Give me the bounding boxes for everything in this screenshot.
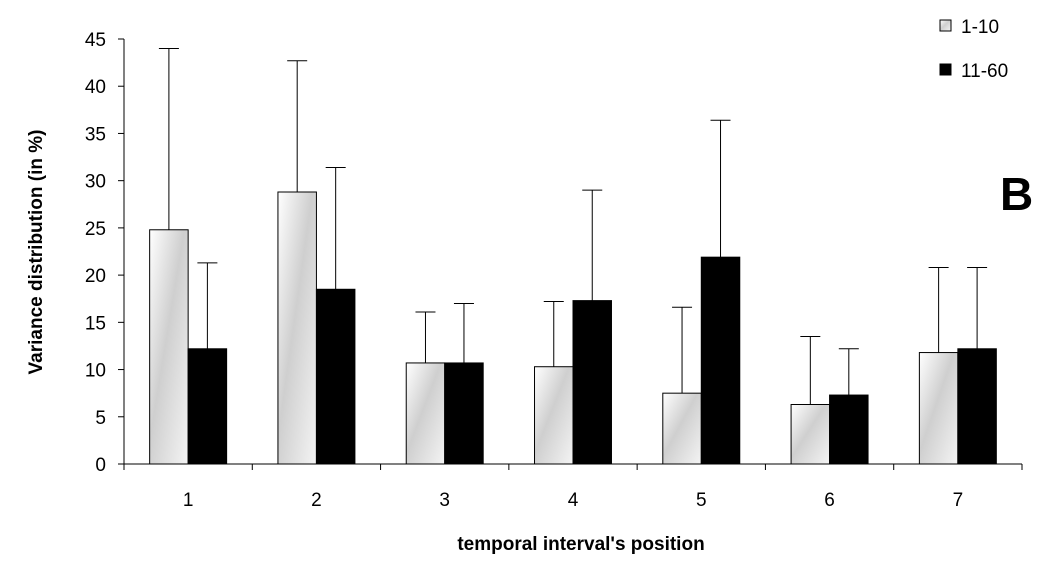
bar-series-1-10 [534,366,574,465]
bar-series-11-60 [957,348,997,465]
x-tick-label: 2 [311,490,322,511]
legend-label-1-10: 1-10 [961,17,999,38]
bar-series-11-60 [700,256,741,465]
bar-series-11-60 [572,300,612,465]
bar-series-1-10 [405,362,446,465]
y-tick-label: 30 [85,172,106,193]
x-tick-label: 7 [953,490,964,511]
y-tick-label: 10 [85,361,106,382]
bar-series-1-10 [662,392,702,465]
legend-swatch-1-10 [939,19,952,32]
y-tick-label: 5 [95,408,106,429]
y-tick-label: 15 [85,313,106,334]
legend: 1-10 11-60 [939,17,1008,82]
bar-series-1-10 [149,229,189,465]
bar-series-11-60 [187,348,228,465]
bar-series-11-60 [829,394,869,465]
bar-series-1-10 [918,352,959,465]
y-tick-label: 35 [85,124,106,145]
x-tick-label: 5 [696,490,707,511]
legend-label-11-60: 11-60 [961,61,1008,82]
x-axis-title: temporal interval's position [457,534,704,555]
panel-label: B [1000,168,1033,220]
bar-series-1-10 [277,191,317,465]
x-tick-label: 6 [824,490,835,511]
x-tick-label: 1 [183,490,194,511]
y-tick-label: 0 [95,455,106,476]
bar-series-1-10 [790,404,831,465]
x-tick-label: 4 [568,490,579,511]
y-axis-title: Variance distribution (in %) [26,130,47,375]
y-tick-label: 40 [85,77,106,98]
y-tick-label: 20 [85,266,106,287]
bar-series-11-60 [315,288,356,465]
bar-series-11-60 [444,362,484,465]
x-tick-label: 3 [439,490,450,511]
y-tick-label: 25 [85,219,106,240]
legend-swatch-11-60 [939,63,952,76]
y-tick-label: 45 [85,30,106,51]
